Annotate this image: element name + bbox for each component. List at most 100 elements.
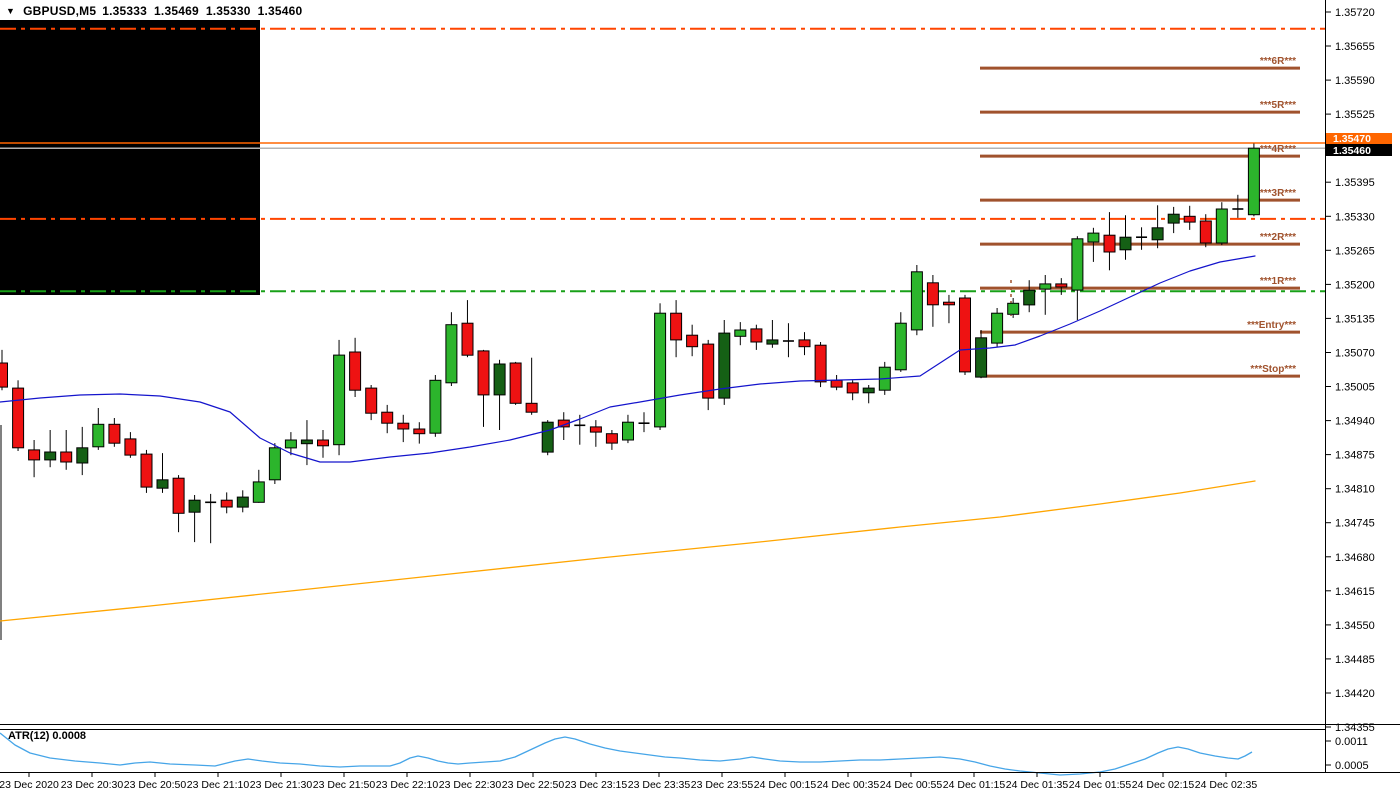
candle — [28, 440, 41, 478]
ohlc-open: 1.35333 — [102, 4, 148, 18]
price-tick-label: 1.35590 — [1335, 75, 1375, 87]
price-tick-label: 1.34745 — [1335, 518, 1375, 530]
candle — [236, 490, 249, 513]
candle — [894, 312, 907, 372]
candle-body — [284, 439, 297, 449]
candle — [910, 265, 923, 336]
horizontal-levels: ***6R*** ***5R*** ***4R*** ***3R*** ***2R***… — [0, 27, 1325, 378]
candle — [686, 324, 699, 357]
candle-body — [1183, 215, 1196, 223]
price-axis[interactable]: 1.35720 1.35655 1.35590 1.35525 1.35460 1.353… — [1325, 0, 1375, 772]
candle — [381, 404, 394, 434]
time-tick-label: 23 Dec 23:35 — [628, 779, 691, 791]
symbol-label: GBPUSD,M5 — [23, 4, 97, 18]
candle — [1232, 194, 1244, 218]
price-tick-label: 1.35265 — [1335, 245, 1375, 257]
candle-body — [172, 477, 185, 514]
candle-body — [846, 382, 859, 394]
candle-body — [252, 481, 265, 503]
candle — [413, 422, 426, 444]
time-tick-label: 23 Dec 22:10 — [376, 779, 439, 791]
candle — [349, 337, 362, 397]
price-tick-label: 1.35395 — [1335, 177, 1375, 189]
candle — [525, 357, 538, 415]
candle — [1039, 275, 1052, 315]
candle — [461, 300, 474, 358]
time-tick-label: 24 Dec 01:15 — [943, 779, 1006, 791]
candle-body — [975, 337, 988, 378]
candle — [814, 342, 827, 388]
candle-body — [413, 428, 426, 435]
candle-body — [702, 343, 715, 399]
candle-body — [1087, 232, 1100, 243]
candle — [140, 449, 153, 493]
candle-body — [300, 439, 313, 445]
candle — [862, 385, 875, 404]
candle-body — [750, 328, 763, 343]
price-tick-label: 1.34615 — [1335, 586, 1375, 598]
level-5r-label: ***5R*** — [1260, 100, 1296, 111]
candle — [60, 430, 73, 470]
candle — [702, 339, 715, 411]
level-3r-label: ***3R*** — [1260, 188, 1296, 199]
time-tick-label: 23 Dec 22:30 — [439, 779, 502, 791]
price-tick-label: 1.35525 — [1335, 109, 1375, 121]
candle-body — [268, 447, 281, 481]
candle-body — [365, 387, 378, 414]
price-tick-label: 1.35720 — [1335, 7, 1375, 19]
candle — [333, 339, 346, 456]
candle-body — [541, 421, 554, 453]
chart-ohlc-header: ▼ GBPUSD,M5 1.35333 1.35469 1.35330 1.35… — [6, 4, 302, 18]
price-tick-label: 1.35200 — [1335, 279, 1375, 291]
price-tick-label: 1.35655 — [1335, 41, 1375, 53]
ma-fast-blue — [0, 255, 1256, 463]
time-tick-label: 23 Dec 2020 — [0, 779, 59, 791]
candle — [0, 349, 8, 391]
candle-body — [991, 312, 1004, 344]
price-tick-label: 1.34420 — [1335, 688, 1375, 700]
candle — [734, 322, 747, 346]
time-tick-label: 23 Dec 20:30 — [61, 779, 124, 791]
candle — [654, 303, 667, 430]
candle-body — [60, 451, 73, 463]
ohlc-close: 1.35460 — [257, 4, 303, 18]
candle — [798, 332, 811, 356]
price-tick-label: 1.35005 — [1335, 382, 1375, 394]
symbol-dropdown-arrow[interactable]: ▼ — [6, 5, 16, 16]
candle — [205, 493, 217, 544]
candle — [943, 294, 955, 324]
candlesticks — [0, 143, 1260, 544]
candle — [830, 375, 843, 391]
ma-slow-orange — [0, 480, 1256, 622]
candle-body — [525, 402, 538, 413]
candle — [365, 385, 378, 421]
candle-body — [1103, 234, 1116, 253]
time-axis[interactable]: 23 Dec 2020 23 Dec 20:30 23 Dec 20:50 23 De… — [0, 772, 1400, 791]
candle-body — [589, 426, 602, 433]
time-tick-label: 24 Dec 01:35 — [1006, 779, 1069, 791]
candle-body — [317, 439, 329, 447]
ask-price-tag-text: 1.35470 — [1333, 133, 1371, 145]
candle-body — [1247, 147, 1260, 216]
time-tick-label: 23 Dec 23:55 — [691, 779, 754, 791]
time-tick-label: 24 Dec 02:15 — [1132, 779, 1195, 791]
candle — [1199, 214, 1212, 248]
candle — [670, 300, 683, 358]
candle-body — [605, 433, 618, 444]
candle-body — [670, 312, 683, 341]
candle — [1087, 227, 1100, 262]
time-tick-label: 24 Dec 00:15 — [754, 779, 817, 791]
candle — [1247, 143, 1260, 217]
candle — [1023, 280, 1036, 313]
candle — [1007, 298, 1020, 318]
candle-body — [44, 451, 57, 461]
candle-body — [28, 449, 41, 461]
price-tick-label: 1.34355 — [1335, 722, 1375, 734]
bid-price-tag-text: 1.35460 — [1333, 145, 1371, 157]
candle-body — [477, 350, 490, 396]
candle-body — [798, 339, 811, 348]
time-tick-label: 24 Dec 02:35 — [1195, 779, 1258, 791]
candle — [156, 453, 169, 493]
candle — [188, 495, 201, 543]
